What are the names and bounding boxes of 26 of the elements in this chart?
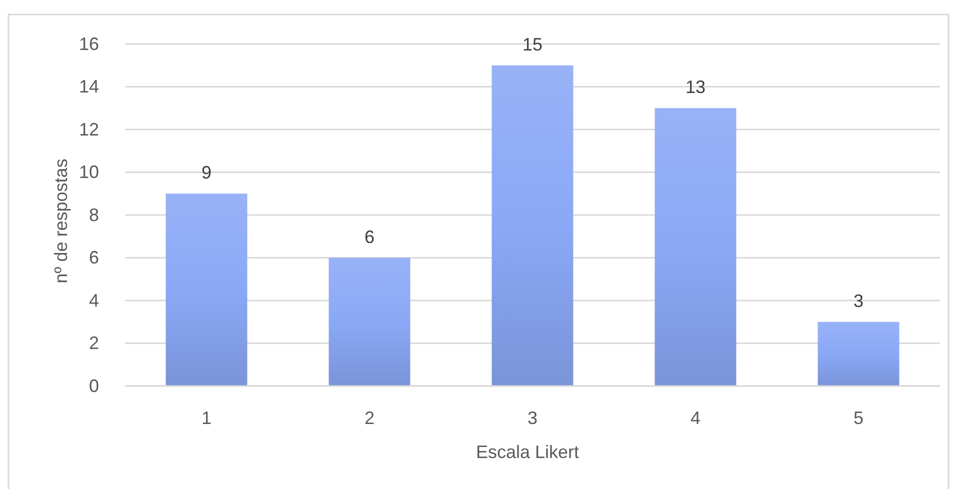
bar (818, 322, 900, 386)
data-label: 6 (364, 226, 375, 247)
x-tick-label: 2 (364, 408, 375, 428)
data-label: 15 (522, 34, 543, 54)
bar (654, 108, 736, 386)
data-label: 3 (853, 290, 864, 311)
bar (328, 258, 410, 386)
y-tick-label: 6 (88, 248, 99, 268)
y-tick-label: 16 (78, 34, 99, 54)
y-tick-label: 14 (78, 76, 99, 97)
y-tick-label: 12 (78, 119, 99, 140)
y-tick-label: 8 (88, 204, 99, 225)
x-axis-title: Escala Likert (476, 442, 580, 462)
x-tick-label: 4 (690, 408, 701, 428)
x-tick-label: 5 (853, 408, 864, 428)
y-tick-label: 2 (88, 333, 99, 354)
x-tick-label: 1 (201, 408, 212, 428)
y-tick-label: 0 (88, 376, 99, 396)
y-tick-label: 10 (78, 162, 99, 182)
bar (492, 65, 574, 386)
y-axis-title: nº de respostas (51, 158, 71, 284)
bar (166, 194, 248, 386)
x-tick-label: 3 (527, 408, 538, 428)
y-tick-label: 4 (88, 290, 99, 310)
data-label: 13 (685, 77, 706, 98)
data-label: 9 (201, 162, 212, 183)
